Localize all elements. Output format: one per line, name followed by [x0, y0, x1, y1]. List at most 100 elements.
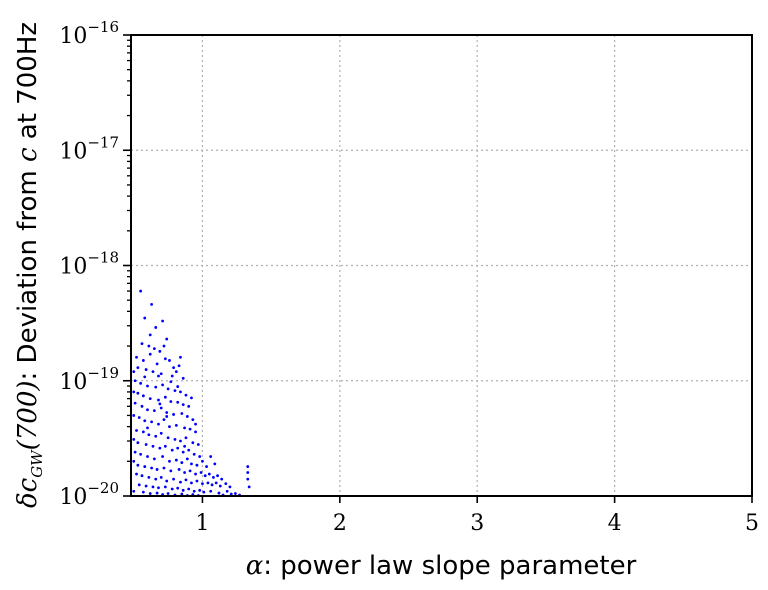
- data-point: [209, 455, 213, 458]
- data-point: [214, 481, 218, 485]
- data-point: [154, 477, 158, 481]
- data-point: [185, 457, 189, 461]
- data-point: [213, 462, 217, 466]
- data-point: [133, 450, 137, 454]
- data-point: [135, 472, 138, 476]
- data-point: [194, 472, 197, 476]
- data-point: [141, 359, 145, 362]
- data-point: [162, 466, 166, 470]
- data-point: [147, 344, 151, 348]
- data-point: [139, 381, 143, 385]
- data-point: [247, 485, 251, 489]
- data-point: [179, 439, 182, 443]
- data-point: [157, 422, 160, 426]
- data-point: [143, 465, 147, 468]
- data-point: [146, 426, 149, 430]
- data-point: [148, 333, 152, 337]
- data-point: [154, 434, 158, 438]
- data-point: [228, 485, 232, 489]
- data-point: [173, 389, 177, 393]
- data-point: [151, 485, 155, 489]
- data-point: [143, 316, 147, 320]
- data-point: [217, 491, 221, 495]
- data-point: [147, 476, 151, 479]
- data-point: [188, 469, 192, 473]
- data-point: [187, 404, 191, 408]
- axis-ticks: [123, 34, 753, 503]
- data-point: [165, 411, 169, 414]
- data-point: [141, 394, 145, 398]
- data-point: [163, 444, 167, 448]
- data-point: [159, 372, 163, 376]
- data-point: [154, 326, 158, 329]
- data-point: [141, 490, 145, 494]
- data-point: [147, 433, 151, 437]
- data-point: [139, 452, 143, 456]
- data-point: [139, 289, 143, 293]
- data-point: [161, 383, 165, 387]
- data-point: [161, 319, 165, 323]
- data-point: [190, 396, 193, 400]
- data-point: [165, 415, 169, 418]
- data-point: [201, 459, 204, 463]
- data-point: [220, 477, 224, 481]
- data-point: [209, 489, 213, 493]
- data-point: [136, 366, 140, 370]
- data-point: [191, 418, 195, 422]
- data-point: [192, 452, 196, 456]
- data-point: [162, 344, 166, 348]
- y-tick-label: 10−17: [59, 133, 119, 164]
- data-point: [183, 426, 186, 430]
- x-tick-label: 5: [745, 511, 759, 536]
- data-point: [225, 489, 229, 493]
- data-point: [196, 443, 200, 446]
- data-point: [150, 302, 154, 306]
- data-point: [144, 368, 148, 371]
- data-point: [155, 491, 159, 495]
- data-point: [246, 465, 250, 468]
- data-point: [179, 355, 182, 359]
- y-tick-label: 10−18: [59, 249, 119, 280]
- data-point: [162, 418, 166, 422]
- data-point: [177, 364, 181, 368]
- data-point: [180, 492, 184, 496]
- data-point: [179, 480, 182, 484]
- data-point: [163, 485, 167, 489]
- data-point: [146, 408, 149, 412]
- data-point: [194, 430, 197, 434]
- data-point: [192, 489, 196, 493]
- data-point: [205, 465, 208, 468]
- x-tick-label: 1: [195, 511, 209, 536]
- data-point: [161, 455, 165, 458]
- data-point: [194, 422, 197, 426]
- x-tick-label: 2: [333, 511, 347, 536]
- data-point: [172, 366, 175, 370]
- data-point: [152, 347, 156, 351]
- data-point: [181, 376, 185, 380]
- data-point: [207, 472, 211, 476]
- data-point: [132, 390, 136, 394]
- data-point: [246, 477, 250, 481]
- data-point: [246, 471, 250, 474]
- data-point: [181, 488, 185, 492]
- data-point: [166, 387, 170, 391]
- data-point: [140, 474, 144, 478]
- data-point: [151, 370, 155, 374]
- data-point: [168, 425, 171, 429]
- data-point: [165, 337, 169, 341]
- data-point: [158, 446, 162, 450]
- data-point: [157, 374, 160, 378]
- data-points: [132, 289, 251, 497]
- data-point: [174, 458, 178, 462]
- data-point: [187, 487, 191, 491]
- data-point: [176, 446, 180, 450]
- data-point: [224, 482, 228, 486]
- x-tick-label: 3: [470, 511, 484, 536]
- data-point: [136, 391, 140, 395]
- tick-labels: 1 2 3 4 5 10−20 10−19 10−18 10−17 10−16: [59, 18, 759, 536]
- data-point: [154, 385, 158, 389]
- data-point: [172, 413, 175, 416]
- data-point: [155, 468, 159, 471]
- data-point: [170, 374, 174, 378]
